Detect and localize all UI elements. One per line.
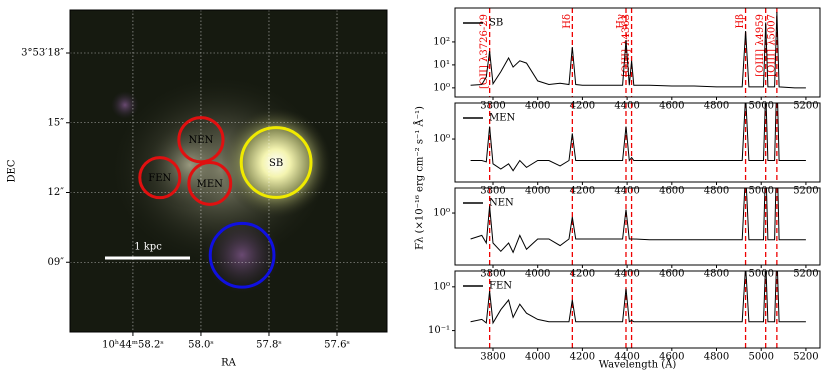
emission-line-label: [OIII] λ5007 (766, 14, 777, 77)
x-tick-label: 4400 (614, 186, 639, 197)
x-tick-label: 4400 (614, 101, 639, 112)
frame (454, 102, 821, 183)
emission-line-label: Hδ (562, 14, 573, 29)
emission-line-label: [OIII] λ4959 (755, 14, 766, 77)
emission-line-label: [OII] λ3726-29 (479, 14, 490, 89)
spectrum-line (470, 11, 806, 89)
y-tick-label: 12″ (48, 187, 65, 198)
x-tick-label: 57.6ˢ (324, 340, 350, 351)
x-tick-label: 4600 (659, 101, 684, 112)
aperture (187, 161, 233, 206)
x-tick-label: 4200 (570, 101, 595, 112)
scale-bar-label: 1 kpc (134, 242, 162, 253)
sky-image (70, 10, 387, 332)
x-tick-label: 4400 (614, 269, 639, 280)
emission-line-label: Hβ (735, 14, 746, 29)
x-tick-label: 4800 (704, 101, 729, 112)
x-tick-label: 5000 (748, 269, 773, 280)
spectrum-line (470, 188, 806, 254)
x-tick-label: 5200 (793, 186, 818, 197)
aperture (208, 221, 276, 289)
y-tick-label: 10⁰ (433, 134, 450, 145)
x-tick-label: 5000 (748, 101, 773, 112)
y-tick-label: 10⁻¹ (428, 325, 450, 336)
y-tick-label: 10⁰ (433, 281, 450, 292)
x-tick-label: 3800 (480, 352, 505, 363)
x-tick-label: 57.8ˢ (256, 340, 282, 351)
x-tick-label: 58.0ˢ (188, 340, 214, 351)
x-tick-label: 5000 (748, 186, 773, 197)
x-tick-label: 4200 (570, 269, 595, 280)
x-tick-label: 10ʰ44ᵐ58.2ˢ (102, 340, 164, 351)
frame (69, 9, 388, 333)
aperture (177, 116, 225, 164)
y-tick-label: 09″ (48, 257, 65, 268)
x-tick-label: 4000 (525, 101, 550, 112)
x-tick-label: 4600 (659, 352, 684, 363)
y-tick-label: 3°53′18″ (21, 48, 64, 59)
x-tick-label: 4000 (525, 186, 550, 197)
y-axis-label: DEC (7, 159, 18, 182)
x-axis-label: RA (221, 358, 237, 369)
x-tick-label: 4600 (659, 269, 684, 280)
x-tick-label: 5000 (748, 352, 773, 363)
x-tick-label: 4800 (704, 269, 729, 280)
legend-label: SB (489, 18, 503, 29)
aperture (239, 126, 313, 199)
x-tick-label: 4000 (525, 352, 550, 363)
y-tick-label: 10⁰ (433, 208, 450, 219)
x-tick-label: 4400 (614, 352, 639, 363)
x-axis-label: Wavelength (Å) (599, 359, 677, 371)
spectrum-line (470, 271, 806, 325)
x-tick-label: 4200 (570, 352, 595, 363)
aperture-label: NEN (189, 135, 214, 146)
x-tick-label: 4800 (704, 352, 729, 363)
frame (454, 7, 821, 98)
x-tick-label: 3800 (480, 269, 505, 280)
aperture-label: SB (269, 158, 283, 169)
x-tick-label: 4000 (525, 269, 550, 280)
legend-label: MEN (489, 113, 516, 124)
frame (454, 187, 821, 266)
spectrum-line (470, 103, 806, 172)
x-tick-label: 3800 (480, 101, 505, 112)
y-tick-label: 10² (433, 36, 450, 47)
y-tick-label: 10⁰ (433, 82, 450, 93)
y-tick-label: 15″ (48, 117, 65, 128)
x-tick-label: 4800 (704, 186, 729, 197)
aperture (138, 156, 182, 200)
y-tick-label: 10¹ (433, 59, 450, 70)
legend-label: FEN (489, 281, 512, 292)
x-tick-label: 4600 (659, 186, 684, 197)
y-axis-label: Fλ (×10⁻¹⁶ erg cm⁻² s⁻¹ Å⁻¹) (414, 106, 426, 250)
legend-label: NEN (489, 198, 514, 209)
emission-line-label: Hγ (615, 14, 626, 29)
x-tick-label: 5200 (793, 269, 818, 280)
x-tick-label: 5200 (793, 101, 818, 112)
aperture-label: MEN (197, 179, 224, 190)
aperture-label: FEN (148, 173, 171, 184)
x-tick-label: 5200 (793, 352, 818, 363)
x-tick-label: 3800 (480, 186, 505, 197)
x-tick-label: 4200 (570, 186, 595, 197)
frame (454, 270, 821, 349)
